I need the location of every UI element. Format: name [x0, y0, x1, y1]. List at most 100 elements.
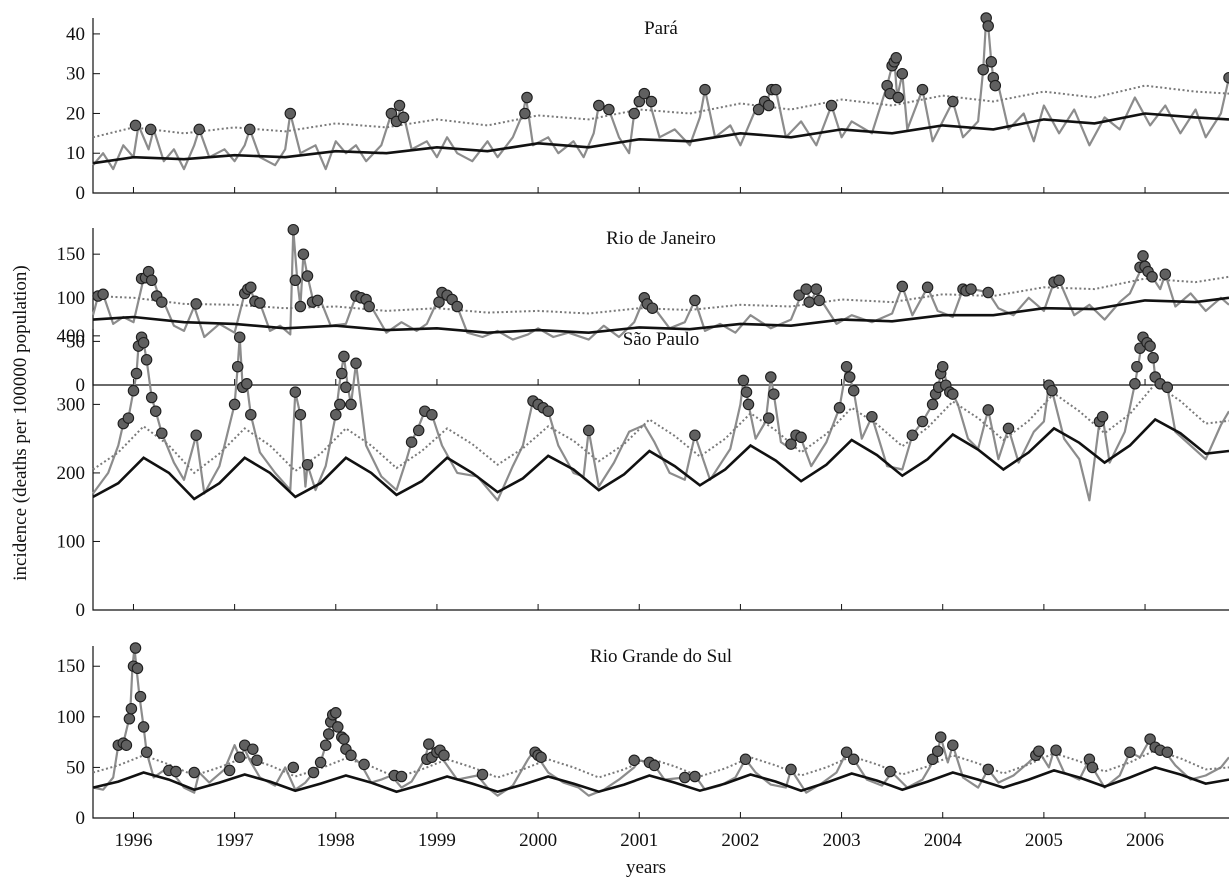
excess-incidence-point — [762, 412, 775, 424]
excess-incidence-point — [795, 431, 807, 444]
excess-incidence-point — [311, 294, 324, 307]
excess-incidence-point — [451, 300, 463, 313]
excess-incidence-point — [1147, 352, 1159, 364]
excess-incidence-point — [916, 415, 929, 428]
excess-incidence-point — [345, 749, 357, 762]
y-tick-label: 150 — [57, 656, 86, 677]
panel-title: Pará — [644, 18, 678, 39]
y-tick-label: 150 — [57, 244, 86, 265]
excess-incidence-point — [287, 761, 300, 774]
excess-incidence-point — [947, 388, 959, 400]
x-tick-label: 2000 — [519, 830, 557, 851]
excess-incidence-point — [125, 702, 138, 715]
excess-incidence-point — [289, 386, 302, 398]
x-tick-label: 2004 — [924, 830, 963, 851]
excess-incidence-point — [284, 107, 297, 120]
excess-incidence-point — [847, 753, 860, 766]
excess-incidence-point — [742, 398, 755, 411]
excess-incidence-point — [322, 728, 335, 740]
excess-incidence-point — [301, 270, 314, 282]
excess-incidence-point — [1124, 746, 1136, 758]
excess-incidence-point — [330, 408, 342, 421]
excess-incidence-point — [679, 771, 691, 784]
excess-incidence-point — [140, 354, 153, 366]
excess-incidence-point — [847, 384, 860, 397]
panel-title: São Paulo — [623, 329, 700, 350]
excess-incidence-point — [833, 402, 846, 414]
panel-rio-de-janeiro: 0 50 100 150 Rio de Janeiro — [57, 223, 1229, 396]
y-tick-label: 400 — [57, 326, 86, 347]
excess-incidence-point — [921, 281, 934, 294]
excess-incidence-point — [245, 281, 257, 294]
excess-incidence-point — [890, 52, 902, 64]
y-tick-label: 0 — [76, 183, 86, 204]
excess-incidence-point — [645, 95, 658, 108]
excess-incidence-point — [129, 642, 142, 654]
excess-incidence-point — [144, 123, 157, 136]
excess-incidence-point — [338, 350, 350, 363]
excess-incidence-point — [892, 91, 904, 104]
excess-incidence-point — [336, 367, 348, 380]
excess-incidence-point — [231, 360, 244, 373]
excess-incidence-point — [345, 398, 357, 411]
excess-incidence-point — [340, 381, 352, 394]
excess-incidence-point — [926, 398, 939, 411]
excess-incidence-point — [689, 294, 701, 307]
x-tick-label: 2003 — [823, 830, 861, 851]
excess-incidence-point — [737, 374, 750, 387]
excess-incidence-point — [294, 408, 307, 421]
excess-incidence-point — [120, 739, 133, 751]
excess-incidence-point — [307, 766, 320, 779]
excess-incidence-point — [1161, 381, 1174, 394]
excess-incidence-point — [699, 83, 711, 96]
excess-incidence-point — [825, 99, 838, 112]
excess-incidence-point — [1129, 378, 1141, 390]
x-tick-label: 1996 — [114, 830, 152, 851]
excess-incidence-point — [223, 764, 236, 777]
panel-title: Rio de Janeiro — [606, 228, 716, 249]
excess-incidence-point — [350, 357, 362, 370]
excess-incidence-point — [188, 766, 200, 779]
y-tick-label: 20 — [66, 103, 85, 124]
observed-incidence-line — [92, 336, 1229, 502]
excess-incidence-point — [934, 731, 947, 743]
excess-incidence-point — [233, 751, 246, 764]
excess-incidence-point — [228, 398, 241, 411]
excess-incidence-point — [1086, 761, 1099, 774]
x-tick-label: 2002 — [721, 830, 759, 851]
excess-incidence-point — [840, 360, 853, 373]
excess-incidence-point — [603, 103, 615, 116]
excess-incidence-point — [314, 756, 327, 769]
excess-incidence-point — [866, 410, 878, 423]
excess-incidence-point — [752, 103, 765, 116]
excess-incidence-point — [156, 427, 168, 439]
y-tick-label: 100 — [57, 288, 86, 309]
excess-incidence-point — [1137, 250, 1149, 262]
y-tick-label: 100 — [57, 707, 86, 728]
excess-incidence-point — [137, 336, 150, 349]
x-axis-title: years — [626, 857, 666, 878]
excess-incidence-point — [1002, 422, 1015, 435]
excess-incidence-point — [982, 763, 994, 776]
excess-incidence-point — [916, 83, 929, 96]
excess-incidence-point — [134, 690, 147, 703]
excess-incidence-point — [813, 294, 826, 307]
excess-incidence-point — [129, 119, 142, 132]
excess-incidence-point — [1050, 744, 1062, 756]
excess-incidence-point — [648, 759, 661, 772]
baseline-trend-line — [92, 296, 1229, 335]
excess-incidence-point — [254, 297, 266, 309]
excess-incidence-point — [896, 280, 909, 293]
x-axis: 1996 1997 1998 1999 2000 2001 2002 2003 2004 2005… — [114, 830, 1164, 851]
panel-para: 0 10 20 30 40 Pará — [66, 12, 1229, 204]
excess-incidence-point — [800, 283, 812, 295]
excess-incidence-point — [244, 123, 256, 136]
y-tick-label: 0 — [76, 600, 86, 621]
observed-incidence-line — [92, 646, 1229, 797]
excess-incidence-point — [810, 283, 823, 295]
excess-incidence-point — [130, 367, 143, 380]
excess-incidence-point — [739, 753, 752, 766]
excess-incidence-point — [840, 746, 853, 758]
excess-incidence-point — [770, 83, 782, 96]
